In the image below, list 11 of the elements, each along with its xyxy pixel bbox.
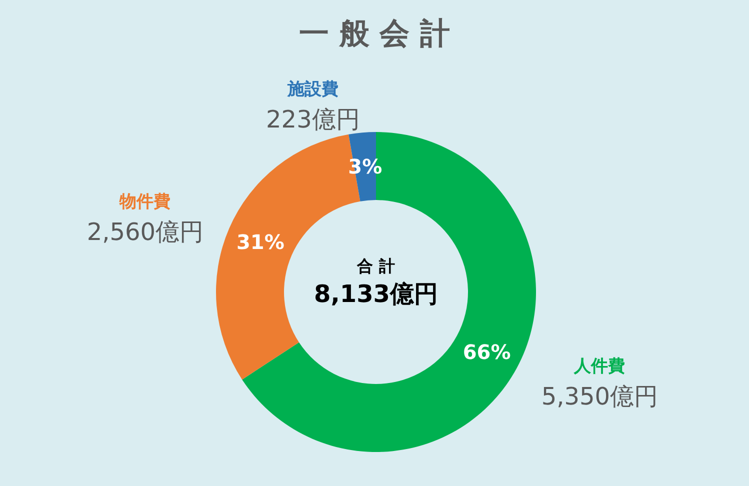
text: 31%: [236, 230, 284, 254]
data-label: 223億円: [266, 106, 360, 134]
text: 66%: [462, 340, 511, 364]
data-label: 5,350億円: [541, 382, 658, 410]
slice-label: 物件費: [118, 192, 171, 212]
slice-label: 人件費: [573, 356, 626, 376]
text: 合 計: [356, 256, 395, 276]
slice-label: 施設費: [286, 80, 338, 100]
text: 8,133億円: [314, 280, 438, 308]
chart-title: 一 般 会 計: [298, 16, 450, 52]
data-label: 2,560億円: [86, 218, 204, 246]
